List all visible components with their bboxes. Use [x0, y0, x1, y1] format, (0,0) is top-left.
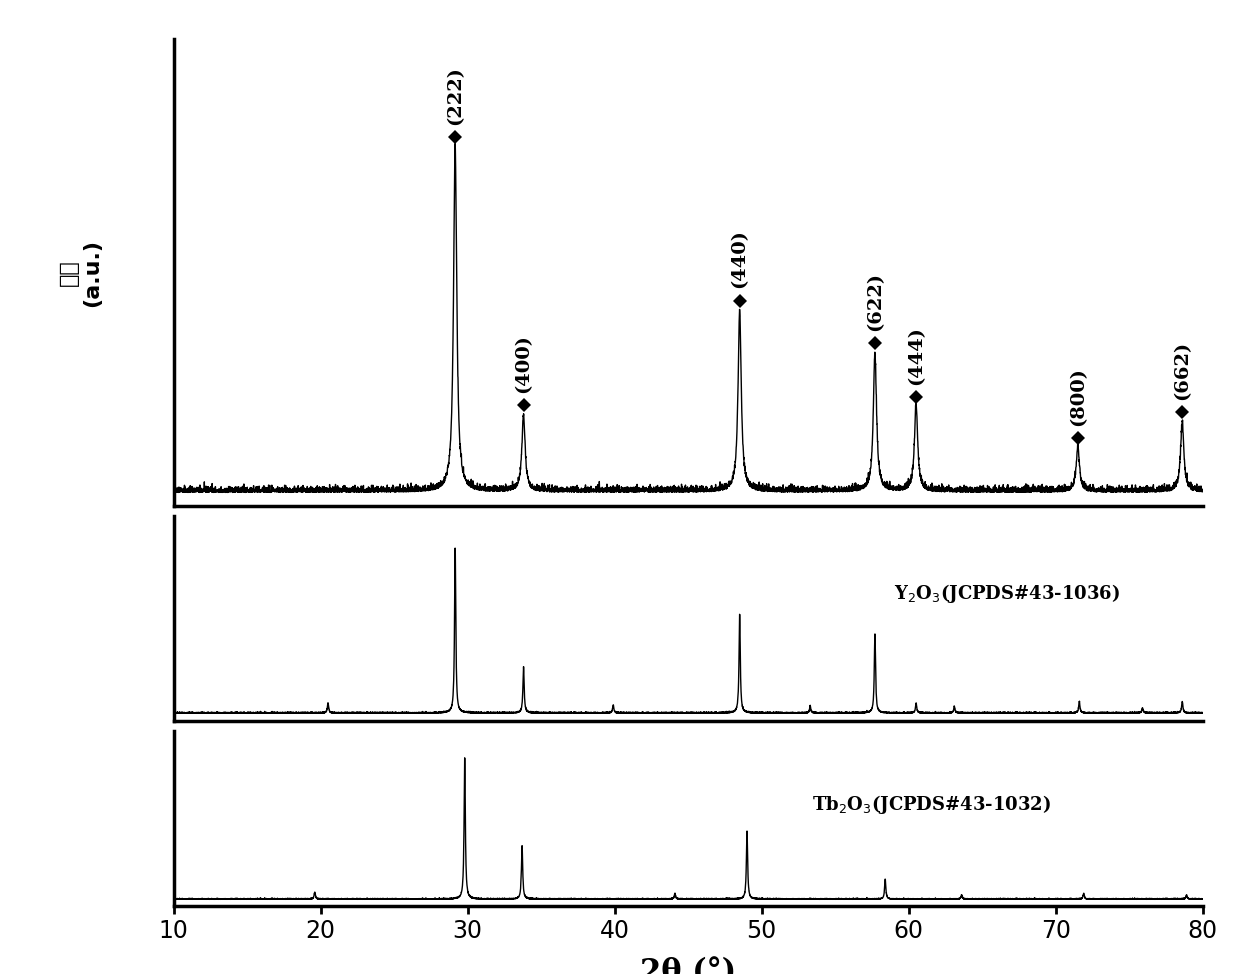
Text: (222): (222): [446, 66, 464, 126]
Text: (400): (400): [515, 334, 532, 393]
Text: (444): (444): [908, 325, 925, 385]
Text: Y$_2$O$_3$(JCPDS#43-1036): Y$_2$O$_3$(JCPDS#43-1036): [894, 582, 1120, 606]
Text: (622): (622): [866, 273, 884, 331]
Text: Tb$_2$O$_3$(JCPDS#43-1032): Tb$_2$O$_3$(JCPDS#43-1032): [812, 793, 1050, 815]
Text: 强度
(a.u.): 强度 (a.u.): [60, 239, 103, 307]
Text: (440): (440): [730, 230, 749, 288]
Text: (800): (800): [1069, 367, 1086, 426]
Text: (662): (662): [1173, 341, 1192, 400]
X-axis label: 2θ (°): 2θ (°): [640, 956, 737, 974]
